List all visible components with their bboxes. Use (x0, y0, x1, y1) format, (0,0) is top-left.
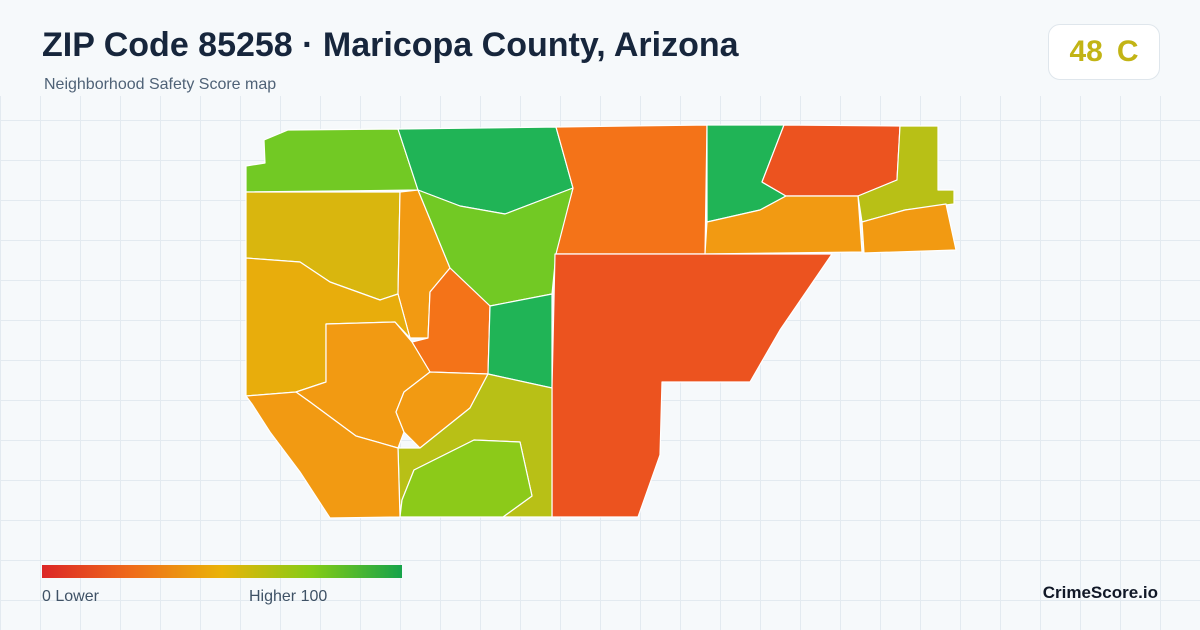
score-badge: 48 C (1048, 24, 1160, 80)
legend-gradient-bar (42, 565, 402, 578)
page-subtitle: Neighborhood Safety Score map (44, 76, 277, 93)
map-region[interactable] (487, 293, 553, 389)
score-grade: C (1116, 35, 1139, 68)
legend-high-label: Higher 100 (249, 588, 328, 605)
score-value: 48 (1069, 35, 1103, 68)
map-region[interactable] (245, 128, 419, 193)
map-region[interactable] (399, 439, 533, 518)
page-title: ZIP Code 85258 · Maricopa County, Arizon… (42, 26, 739, 64)
map-region[interactable] (554, 124, 708, 255)
map-region[interactable] (761, 124, 901, 197)
header (0, 0, 1200, 96)
legend-low-label: 0 Lower (42, 588, 99, 605)
map-region[interactable] (861, 203, 957, 254)
brand-logo-text[interactable]: CrimeScore.io (1042, 583, 1158, 602)
map-region[interactable] (551, 253, 833, 518)
